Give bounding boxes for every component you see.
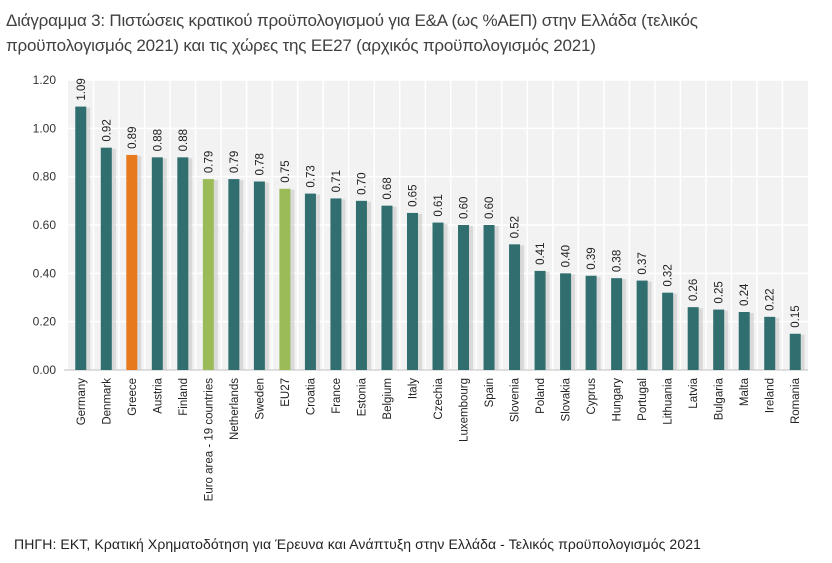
- bar-malta: [738, 312, 750, 370]
- x-tick-label: Luxembourg: [459, 378, 471, 442]
- data-label: 0.39: [586, 247, 598, 269]
- chart-title-line-2: προϋπολογισμός 2021) και τις χώρες της Ε…: [6, 36, 596, 55]
- y-tick-label: 0.20: [33, 315, 57, 329]
- x-tick-label: Lithuania: [663, 377, 675, 424]
- y-tick-label: 0.80: [33, 170, 57, 184]
- bar-euro-area-19-countries: [202, 179, 214, 370]
- x-tick-label: Italy: [407, 378, 419, 399]
- bar-spain: [483, 225, 495, 370]
- data-label: 0.37: [637, 252, 649, 274]
- y-tick-label: 1.20: [33, 73, 57, 87]
- bar-estonia: [355, 200, 367, 370]
- data-label: 0.88: [152, 129, 164, 151]
- bar-latvia: [687, 307, 699, 370]
- data-label: 0.71: [331, 170, 343, 192]
- bar-ireland: [764, 316, 776, 370]
- data-label: 0.41: [535, 243, 547, 265]
- x-tick-label: Cyprus: [586, 378, 598, 415]
- x-tick-label: Latvia: [688, 377, 700, 408]
- data-label: 0.60: [484, 197, 496, 219]
- data-label: 0.25: [714, 281, 726, 303]
- data-label: 0.24: [739, 283, 751, 306]
- data-label: 0.89: [127, 127, 139, 149]
- y-tick-label: 1.00: [33, 121, 57, 135]
- x-tick-label: Ireland: [765, 378, 777, 413]
- data-label: 0.15: [790, 305, 802, 327]
- bar-slovakia: [560, 273, 572, 370]
- data-label: 0.75: [280, 160, 292, 182]
- data-label: 0.22: [765, 288, 777, 310]
- data-label: 0.61: [433, 194, 445, 216]
- x-tick-label: EU27: [280, 378, 292, 407]
- data-label: 0.70: [356, 172, 368, 194]
- data-label: 0.40: [561, 245, 573, 267]
- x-tick-label: Netherlands: [229, 378, 241, 440]
- x-tick-label: Bulgaria: [714, 377, 726, 420]
- chart-title: Διάγραμμα 3: Πιστώσεις κρατικού προϋπολο…: [6, 8, 826, 58]
- bar-france: [330, 198, 342, 370]
- bar-czechia: [432, 222, 444, 370]
- x-tick-label: Poland: [535, 378, 547, 414]
- data-label: 0.38: [612, 250, 624, 272]
- data-label: 0.26: [688, 279, 700, 301]
- data-label: 1.09: [76, 78, 88, 100]
- bar-belgium: [381, 205, 393, 370]
- x-tick-label: Croatia: [305, 377, 317, 415]
- bar-italy: [406, 212, 418, 370]
- bar-slovenia: [509, 244, 521, 370]
- chart-title-line-1: Διάγραμμα 3: Πιστώσεις κρατικού προϋπολο…: [6, 11, 698, 30]
- data-label: 0.79: [203, 151, 215, 173]
- x-tick-label: Austria: [152, 377, 164, 413]
- x-tick-label: Greece: [127, 378, 139, 416]
- bar-finland: [177, 157, 189, 370]
- x-tick-label: Czechia: [433, 377, 445, 419]
- data-label: 0.52: [510, 216, 522, 238]
- y-tick-label: 0.60: [33, 218, 57, 232]
- x-tick-label: Romania: [790, 377, 802, 424]
- x-tick-label: Portugal: [637, 378, 649, 421]
- x-tick-label: Euro area - 19 countries: [203, 378, 215, 502]
- bar-bulgaria: [713, 309, 725, 370]
- x-tick-label: Hungary: [612, 378, 624, 422]
- data-label: 0.88: [178, 129, 190, 151]
- bar-portugal: [636, 280, 648, 370]
- y-tick-label: 0.40: [33, 266, 57, 280]
- y-tick-label: 0.00: [33, 363, 57, 377]
- x-tick-label: Germany: [76, 378, 88, 426]
- data-label: 0.78: [254, 153, 266, 175]
- x-tick-label: Finland: [178, 378, 190, 416]
- x-tick-label: Slovakia: [561, 377, 573, 421]
- bar-luxembourg: [458, 225, 470, 370]
- bar-netherlands: [228, 179, 240, 370]
- bar-eu27: [279, 188, 291, 370]
- data-label: 0.65: [407, 185, 419, 207]
- x-tick-label: Belgium: [382, 378, 394, 420]
- x-tick-label: Slovenia: [510, 377, 522, 422]
- x-tick-label: Sweden: [254, 378, 266, 420]
- x-tick-label: Denmark: [101, 378, 113, 425]
- x-tick-label: Spain: [484, 378, 496, 407]
- bar-greece: [126, 154, 138, 370]
- x-tick-label: France: [331, 378, 343, 414]
- bar-denmark: [100, 147, 112, 370]
- bar-romania: [789, 333, 801, 370]
- data-label: 0.32: [663, 264, 675, 286]
- bar-lithuania: [662, 292, 674, 370]
- data-label: 0.79: [229, 151, 241, 173]
- bar-cyprus: [585, 275, 597, 370]
- source-note: ΠΗΓΗ: ΕΚΤ, Κρατική Χρηματοδότηση για Έρε…: [14, 536, 701, 552]
- data-label: 0.68: [382, 177, 394, 199]
- bar-sweden: [253, 181, 265, 370]
- bar-germany: [75, 106, 87, 370]
- data-label: 0.73: [305, 165, 317, 187]
- bar-poland: [534, 270, 546, 370]
- bar-hungary: [611, 278, 623, 370]
- bar-croatia: [304, 193, 316, 370]
- x-tick-label: Estonia: [356, 377, 368, 416]
- data-label: 0.60: [459, 197, 471, 219]
- bar-austria: [151, 157, 163, 370]
- x-tick-label: Malta: [739, 377, 751, 406]
- data-label: 0.92: [101, 119, 113, 141]
